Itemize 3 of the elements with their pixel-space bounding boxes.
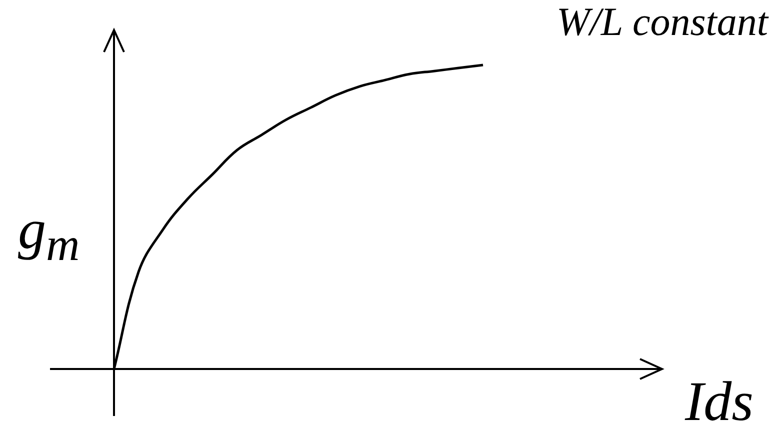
y-axis-title: g$_{m}$ [18,199,80,272]
x-axis-title: Ids [685,371,754,434]
text: W/L constant [556,0,768,44]
